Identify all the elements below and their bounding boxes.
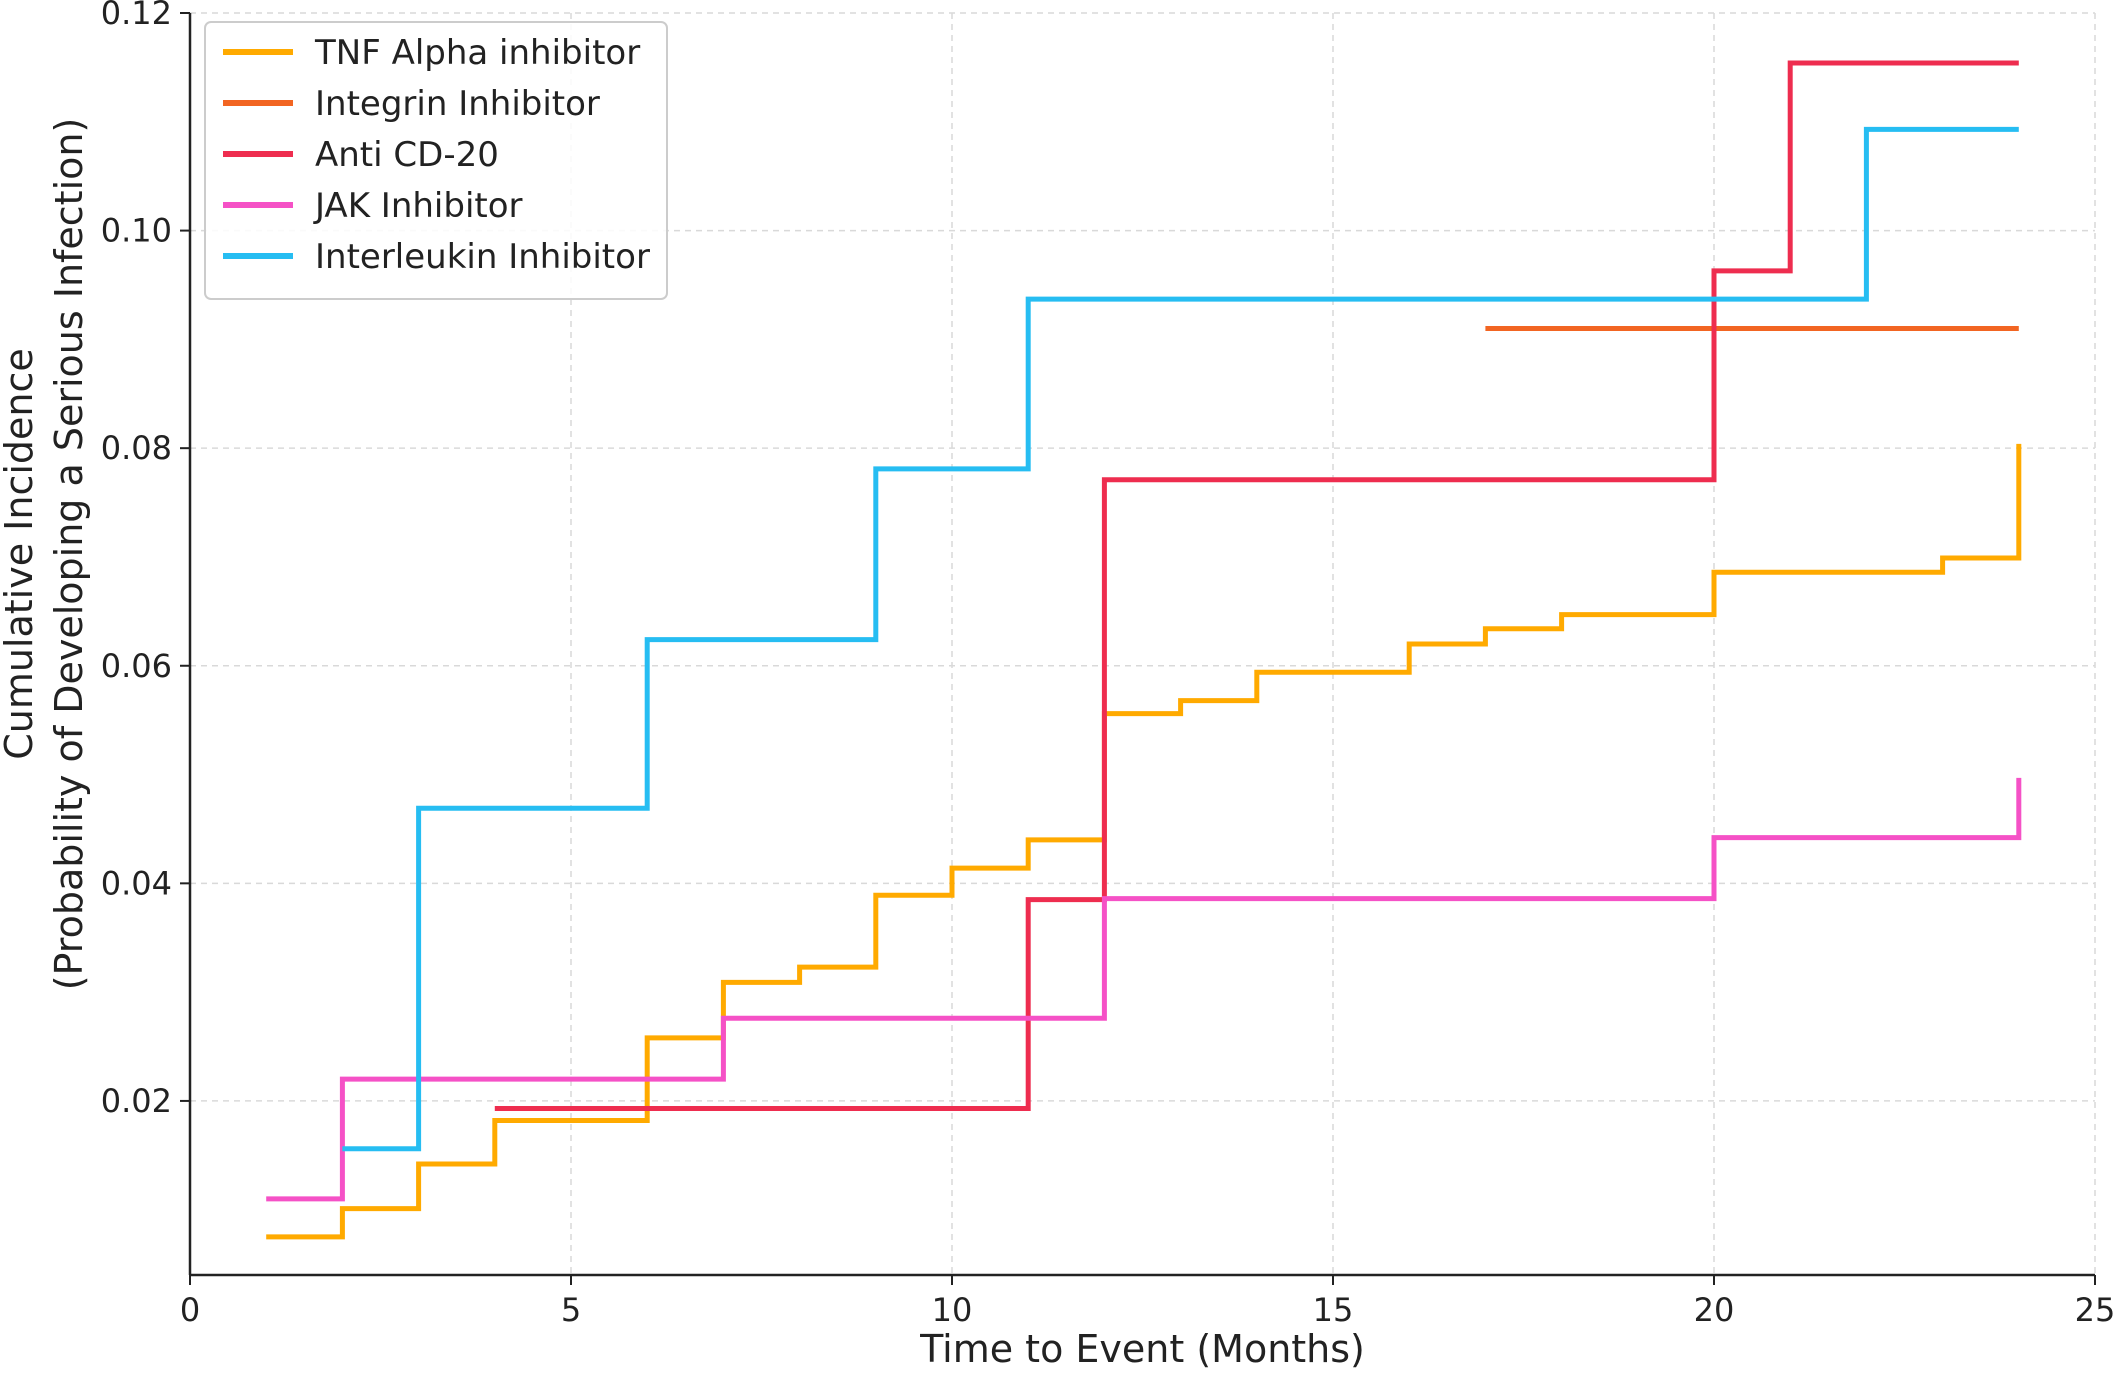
legend-label: JAK Inhibitor xyxy=(313,186,523,226)
legend-label: Interleukin Inhibitor xyxy=(315,237,650,277)
x-axis-label: Time to Event (Months) xyxy=(919,1327,1365,1371)
tick-labels: 0 5 10 15 20 25 0.02 0.04 0.06 0.08 0.10 0.12 xyxy=(101,0,2116,1329)
x-tick-label: 20 xyxy=(1694,1291,1735,1329)
x-tick-label: 0 xyxy=(180,1291,200,1329)
x-tick-label: 10 xyxy=(932,1291,973,1329)
series-line-jak-inhibitor xyxy=(266,777,2022,1202)
y-axis-label-line-1: Cumulative Incidence xyxy=(0,348,41,760)
y-tick-label: 0.10 xyxy=(101,212,172,250)
legend: TNF Alpha inhibitor Integrin Inhibitor Ant… xyxy=(204,21,668,300)
legend-label: TNF Alpha inhibitor xyxy=(314,33,640,73)
series-lines xyxy=(266,60,2022,1240)
series-line-tnf-alpha-inhibitor xyxy=(266,443,2022,1240)
x-tick-label: 5 xyxy=(561,1291,581,1329)
y-tick-label: 0.08 xyxy=(101,429,172,467)
y-tick-label: 0.12 xyxy=(101,0,172,32)
axes xyxy=(188,13,2095,1277)
y-tick-label: 0.06 xyxy=(101,647,172,685)
legend-box xyxy=(204,21,668,300)
series-line-interleukin-inhibitor xyxy=(342,126,2019,1152)
y-axis-label-line-2: (Probability of Developing a Serious Inf… xyxy=(47,118,91,991)
legend-label: Integrin Inhibitor xyxy=(315,84,600,124)
legend-label: Anti CD-20 xyxy=(315,135,499,175)
y-tick-label: 0.04 xyxy=(101,864,172,902)
series-line-anti-cd-20 xyxy=(494,60,2019,1112)
x-tick-label: 15 xyxy=(1313,1291,1354,1329)
x-tick-label: 25 xyxy=(2075,1291,2116,1329)
y-tick-label: 0.02 xyxy=(101,1082,172,1120)
grid xyxy=(189,12,2096,1275)
